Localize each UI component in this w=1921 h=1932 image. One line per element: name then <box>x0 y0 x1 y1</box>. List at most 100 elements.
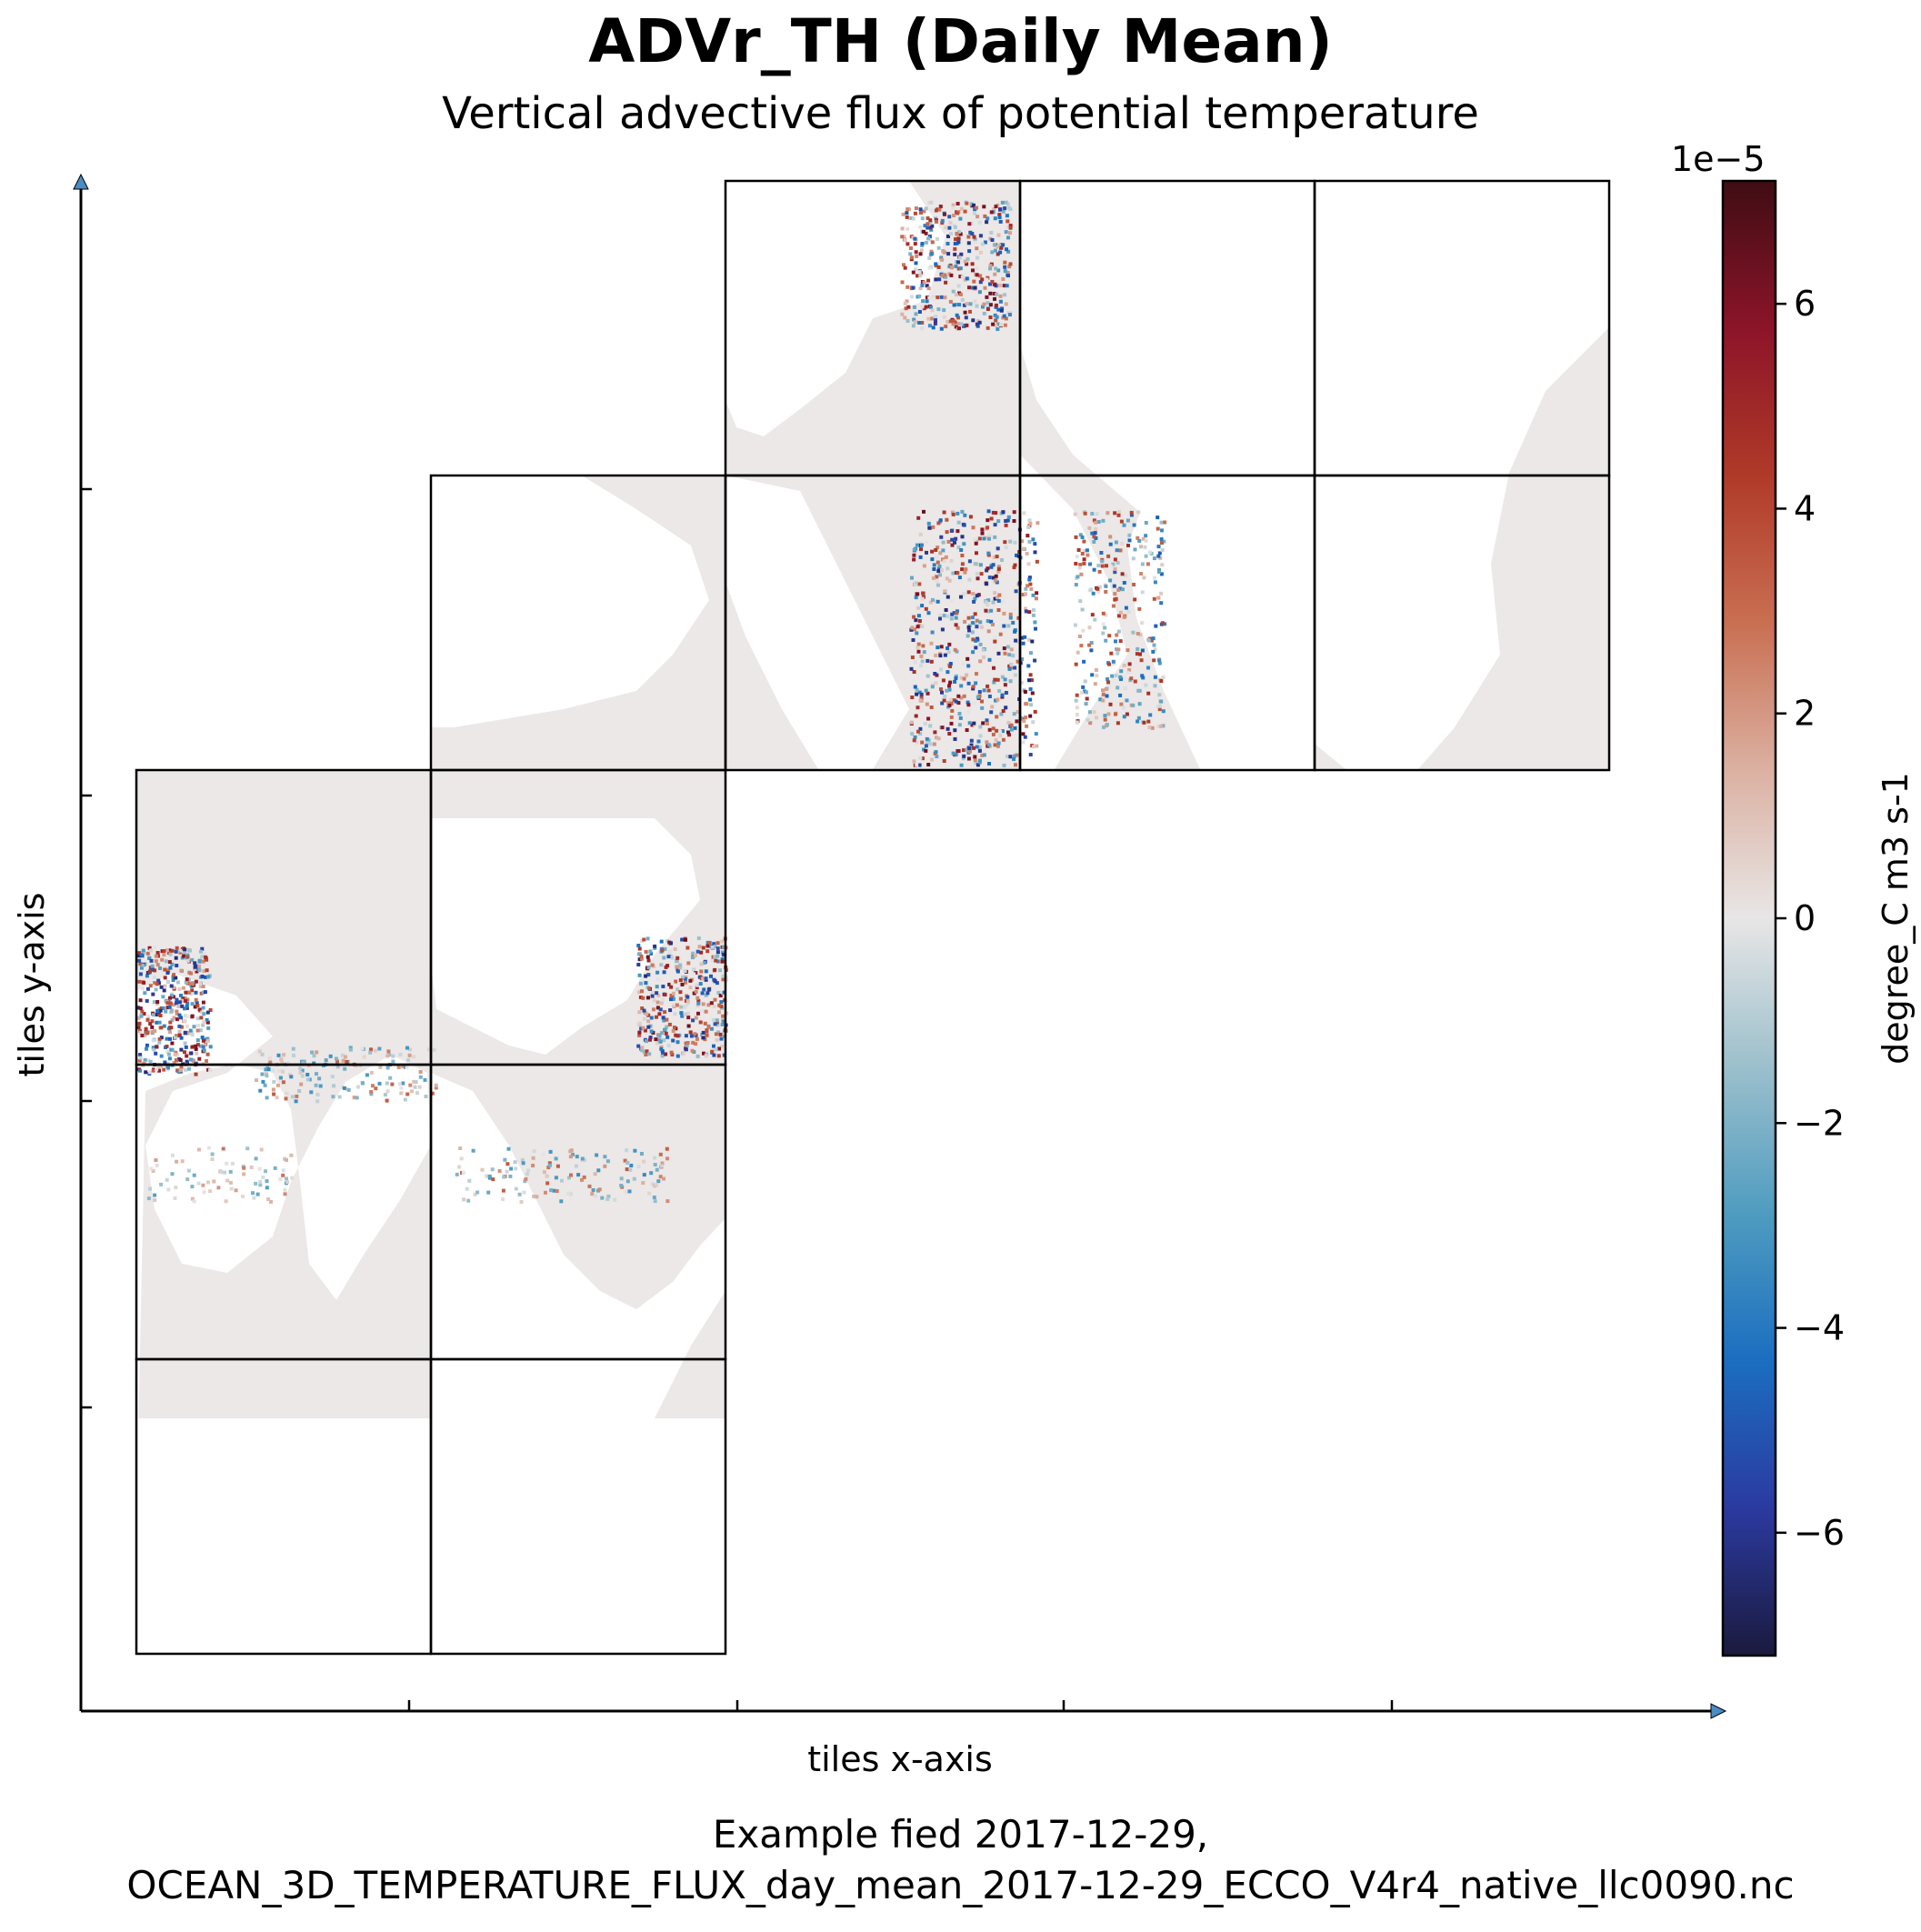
flux-cell <box>712 1044 715 1048</box>
flux-cell <box>911 216 915 221</box>
flux-cell <box>660 1049 665 1053</box>
flux-cell <box>576 1173 581 1177</box>
flux-cell <box>955 202 960 205</box>
flux-cell <box>1029 703 1033 707</box>
flux-cell <box>706 1003 711 1007</box>
flux-cell <box>154 1158 158 1162</box>
flux-cell <box>596 1168 601 1173</box>
flux-cell <box>695 1003 700 1007</box>
flux-cell <box>945 242 950 245</box>
flux-cell <box>1016 659 1020 664</box>
flux-cell <box>251 1191 255 1196</box>
flux-cell <box>978 234 983 238</box>
flux-cell <box>136 1006 141 1010</box>
flux-cell <box>914 714 918 718</box>
flux-cell <box>709 1026 714 1031</box>
flux-cell <box>975 672 978 676</box>
flux-cell <box>1105 694 1109 698</box>
flux-cell <box>1159 699 1164 704</box>
flux-cell <box>956 230 961 234</box>
flux-cell <box>1008 225 1013 230</box>
flux-cell <box>1006 755 1009 758</box>
flux-cell <box>179 1066 184 1070</box>
flux-cell <box>637 946 642 951</box>
flux-cell <box>194 964 198 968</box>
flux-cell <box>712 977 716 982</box>
flux-cell <box>165 1045 169 1048</box>
flux-cell <box>940 257 945 262</box>
flux-cell <box>1095 667 1098 672</box>
flux-cell <box>971 268 975 273</box>
flux-cell <box>1001 209 1006 214</box>
flux-cell <box>958 716 963 720</box>
flux-cell <box>587 1184 592 1188</box>
flux-cell <box>1146 562 1150 566</box>
flux-cell <box>163 976 167 980</box>
flux-cell <box>933 321 937 325</box>
flux-cell <box>916 606 921 610</box>
flux-cell <box>198 1028 203 1033</box>
flux-cell <box>261 1175 265 1179</box>
flux-cell <box>1003 206 1007 211</box>
flux-cell <box>310 1050 315 1055</box>
flux-cell <box>190 988 195 993</box>
flux-cell <box>260 1052 265 1056</box>
flux-cell <box>1085 696 1089 701</box>
flux-cell <box>314 1083 318 1087</box>
flux-cell <box>1122 715 1126 719</box>
flux-cell <box>944 608 948 612</box>
flux-cell <box>1001 737 1006 742</box>
flux-cell <box>955 511 960 516</box>
flux-cell <box>205 968 209 973</box>
flux-cell <box>918 286 923 291</box>
flux-cell <box>1115 548 1119 553</box>
flux-cell <box>986 551 991 556</box>
flux-cell <box>998 250 1003 255</box>
flux-cell <box>996 697 1000 702</box>
flux-cell <box>1008 224 1013 228</box>
flux-cell <box>1142 720 1146 725</box>
flux-cell <box>955 313 959 317</box>
flux-cell <box>1004 230 1008 235</box>
flux-cell <box>993 296 996 301</box>
flux-cell <box>642 1173 646 1177</box>
flux-cell <box>956 322 961 326</box>
flux-cell <box>1000 558 1004 562</box>
flux-cell <box>155 1163 159 1167</box>
flux-cell <box>994 574 998 578</box>
flux-cell <box>183 1041 187 1046</box>
flux-cell <box>918 555 923 559</box>
flux-cell <box>966 703 971 707</box>
flux-cell <box>675 1003 679 1007</box>
flux-cell <box>675 969 680 974</box>
flux-cell <box>994 698 998 703</box>
flux-cell <box>1074 662 1078 666</box>
flux-cell <box>1161 675 1166 679</box>
flux-cell <box>655 1006 660 1010</box>
flux-cell <box>909 720 914 725</box>
flux-cell <box>195 1016 200 1021</box>
flux-cell <box>929 659 934 664</box>
flux-cell <box>655 970 660 975</box>
flux-cell <box>201 959 205 964</box>
flux-cell <box>648 1036 653 1040</box>
flux-cell <box>1033 620 1037 625</box>
flux-cell <box>949 558 954 563</box>
flux-cell <box>1103 717 1107 722</box>
flux-cell <box>501 1188 505 1193</box>
flux-cell <box>345 1060 349 1064</box>
flux-cell <box>1082 539 1086 544</box>
flux-cell <box>1021 740 1026 745</box>
flux-cell <box>969 221 974 225</box>
flux-cell <box>167 948 172 953</box>
flux-cell <box>283 1187 287 1192</box>
flux-cell <box>978 734 983 738</box>
flux-cell <box>705 1033 709 1037</box>
flux-cell <box>205 957 209 962</box>
flux-cell <box>968 230 973 235</box>
flux-cell <box>968 309 972 314</box>
flux-cell <box>917 582 922 586</box>
flux-cell <box>995 555 999 559</box>
flux-cell <box>675 959 679 964</box>
flux-cell <box>514 1186 518 1191</box>
